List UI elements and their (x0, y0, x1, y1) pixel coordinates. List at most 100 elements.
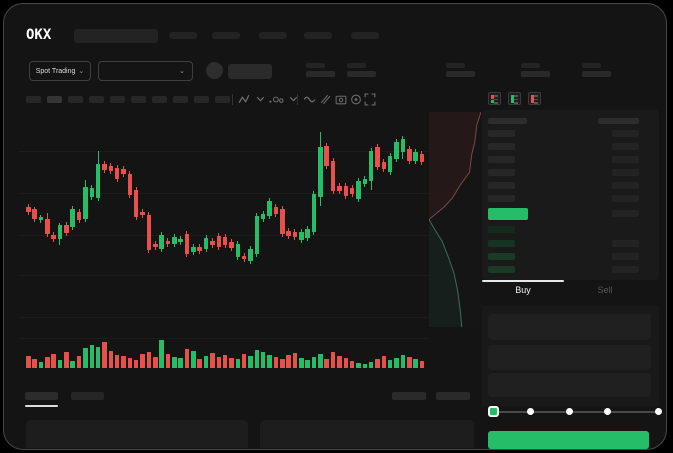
coin-avatar (206, 62, 223, 79)
volume-bar (273, 357, 279, 368)
candle-body (330, 161, 336, 191)
wave-icon[interactable] (304, 93, 316, 106)
volume-bar (76, 356, 82, 368)
slider-stop-dot[interactable] (565, 408, 573, 415)
volume-bar (330, 352, 336, 368)
book-combined-icon[interactable] (488, 92, 501, 105)
buy-submit-button[interactable] (488, 431, 649, 449)
candle-body (26, 207, 31, 212)
candle-body (254, 216, 260, 254)
candle-style-icon[interactable] (272, 93, 284, 106)
timeframe-pill[interactable] (47, 96, 62, 103)
fullscreen-icon[interactable] (364, 93, 376, 106)
order-form-field[interactable] (488, 314, 651, 340)
volume-bar (280, 359, 285, 368)
ruler-icon[interactable] (319, 93, 331, 106)
book-asks-icon[interactable] (528, 92, 541, 105)
bottom-control-placeholder[interactable] (392, 392, 426, 400)
chevron-down-icon[interactable] (255, 93, 267, 106)
candle-body (127, 174, 133, 195)
timeframe-pill[interactable] (131, 96, 146, 103)
candle-body (267, 201, 272, 216)
timeframe-pill[interactable] (173, 96, 188, 103)
okx-logo[interactable]: OKX (26, 27, 52, 43)
bid-price-placeholder[interactable] (488, 240, 515, 247)
slider-stop-dot[interactable] (526, 408, 534, 415)
book-bids-icon[interactable] (508, 92, 521, 105)
candle-body (159, 235, 164, 249)
volume-bar (146, 352, 152, 368)
ask-price-placeholder[interactable] (488, 156, 515, 163)
timeframe-pill[interactable] (152, 96, 167, 103)
bid-mark (491, 99, 494, 103)
candle-body (76, 212, 82, 220)
amount-slider-track[interactable] (496, 411, 659, 413)
candle-body (286, 231, 291, 236)
candle-body (32, 209, 37, 219)
order-form-field[interactable] (488, 373, 651, 397)
volume-bar (375, 359, 380, 368)
tab-sell[interactable]: Sell (597, 285, 613, 295)
dot-icon[interactable] (265, 93, 277, 106)
chevron-down-icon[interactable] (288, 93, 300, 106)
volume-bar (45, 357, 50, 368)
nav-item-placeholder[interactable] (351, 32, 379, 39)
volume-bar (203, 356, 209, 368)
ask-mark (491, 95, 494, 99)
candle-body (70, 209, 75, 227)
bid-price-placeholder[interactable] (488, 226, 515, 233)
camera-icon[interactable] (335, 93, 347, 106)
volume-bar (362, 364, 368, 368)
search-placeholder[interactable] (74, 29, 158, 43)
nav-item-placeholder[interactable] (304, 32, 332, 39)
nav-item-placeholder[interactable] (169, 32, 197, 39)
stat-label-placeholder (347, 63, 366, 68)
market-type-selector[interactable]: Spot Trading ⌄ (29, 61, 91, 81)
volume-bar (140, 354, 145, 368)
volume-bar (95, 347, 101, 368)
timeframe-pill[interactable] (194, 96, 209, 103)
slider-stop-dot[interactable] (603, 408, 611, 415)
book-header-amount-placeholder (598, 118, 639, 124)
volume-bar (165, 354, 171, 368)
slider-stop-dot[interactable] (654, 408, 662, 415)
volume-bar (400, 355, 406, 368)
tab-buy[interactable]: Buy (515, 285, 531, 295)
gear-icon[interactable] (350, 93, 362, 106)
bottom-tab-placeholder[interactable] (25, 392, 58, 400)
last-price-highlight[interactable] (488, 208, 528, 220)
ask-price-placeholder[interactable] (488, 143, 515, 150)
nav-item-placeholder[interactable] (259, 32, 287, 39)
ask-price-placeholder[interactable] (488, 182, 515, 189)
volume-bar (153, 357, 158, 368)
bid-amount-placeholder (612, 240, 639, 247)
candle-body (241, 256, 247, 259)
ask-price-placeholder[interactable] (488, 130, 515, 137)
volume-bar (407, 357, 412, 368)
volume-bar (413, 359, 418, 368)
bottom-control-placeholder[interactable] (436, 392, 470, 400)
candle-body (146, 215, 152, 250)
timeframe-pill[interactable] (68, 96, 83, 103)
nav-item-placeholder[interactable] (212, 32, 240, 39)
bottom-tab-placeholder[interactable] (71, 392, 104, 400)
timeframe-pill[interactable] (215, 96, 230, 103)
stat-value-placeholder (582, 71, 611, 77)
ask-price-placeholder[interactable] (488, 169, 515, 176)
bid-price-placeholder[interactable] (488, 253, 515, 260)
app-window: OKX Spot Trading ⌄ ⌄ Buy Sell (3, 3, 667, 450)
zigzag-indicator-icon[interactable] (238, 93, 250, 106)
timeframe-pill[interactable] (110, 96, 125, 103)
pair-dropdown[interactable]: ⌄ (98, 61, 193, 81)
bid-price-placeholder[interactable] (488, 266, 515, 273)
timeframe-pill[interactable] (26, 96, 41, 103)
ask-amount-placeholder (612, 182, 639, 189)
row-dash (534, 98, 538, 100)
order-form-field[interactable] (488, 345, 651, 370)
candle-body (45, 219, 50, 234)
amount-slider-handle[interactable] (488, 406, 499, 417)
timeframe-pill[interactable] (89, 96, 104, 103)
candle-body (387, 156, 393, 172)
candlestick-chart[interactable] (18, 112, 429, 336)
ask-price-placeholder[interactable] (488, 195, 515, 202)
